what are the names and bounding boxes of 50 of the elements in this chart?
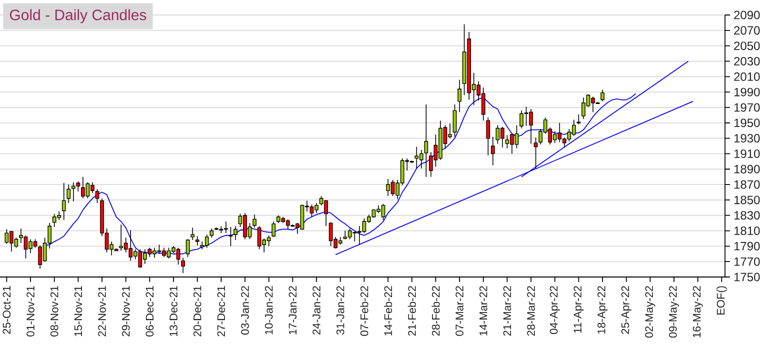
y-tick-label: 1810 (734, 226, 760, 236)
x-tick-label: 18-Apr-22 (598, 286, 608, 334)
y-tick-label: 1950 (734, 118, 760, 128)
x-tick-label: 14-Feb-22 (384, 286, 392, 336)
x-tick-label: 04-Apr-22 (550, 286, 560, 334)
x-tick-label: 29-Nov-21 (122, 286, 130, 336)
x-tick-label: 17-Jan-22 (288, 286, 297, 334)
y-tick-label: 2070 (734, 26, 760, 35)
x-tick-label: 27-Dec-21 (217, 286, 226, 336)
x-tick-label: 11-Apr-22 (574, 286, 584, 333)
x-tick-label: 22-Nov-21 (98, 286, 106, 336)
x-tick-label: 31-Jan-22 (336, 286, 344, 335)
x-tick-label: 06-Dec-21 (146, 286, 154, 336)
y-tick-label: 1850 (734, 196, 760, 204)
y-tick-label: 2030 (734, 56, 760, 66)
x-tick-label: 07-Feb-22 (360, 286, 368, 336)
x-tick-label: 25-Oct-21 (2, 286, 11, 334)
y-tick-label: 1830 (734, 211, 760, 220)
y-tick-label: 1770 (734, 257, 760, 266)
x-tick-label: 08-Nov-21 (50, 286, 58, 336)
x-tick-label: 01-Nov-21 (26, 286, 34, 336)
x-tick-label: 15-Nov-21 (74, 286, 82, 336)
y-tick-label: 1970 (734, 103, 760, 112)
y-tick-label: 1890 (734, 164, 760, 174)
x-tick-label: 20-Dec-21 (193, 286, 202, 336)
y-tick-label: 1930 (734, 134, 760, 143)
x-tick-label: 09-May-22 (669, 286, 679, 338)
y-tick-label: 1910 (734, 149, 760, 158)
x-tick-label: 14-Mar-22 (479, 286, 488, 336)
x-tick-label: 28-Feb-22 (432, 286, 440, 336)
x-tick-label: 24-Jan-22 (312, 286, 320, 335)
x-tick-label: 03-Jan-22 (241, 286, 249, 335)
y-tick-label: 1990 (734, 88, 760, 96)
x-tick-label: 10-Jan-22 (264, 286, 273, 334)
x-tick-label: 13-Dec-21 (170, 286, 178, 336)
x-tick-label: 07-Mar-22 (456, 286, 464, 336)
x-tick-label: 16-May-22 (692, 286, 703, 338)
y-tick-label: 2050 (734, 42, 760, 50)
x-tick-label: 02-May-22 (645, 286, 656, 338)
y-tick-label: 2010 (734, 72, 760, 81)
y-tick-label: 1750 (734, 272, 760, 282)
chart-title: Gold - Daily Candles (10, 9, 146, 24)
x-tick-label: 28-Mar-22 (527, 286, 535, 336)
x-tick-label: EOF() (716, 286, 727, 315)
y-tick-label: 2090 (734, 10, 760, 20)
x-tick-label: 25-Apr-22 (621, 286, 632, 334)
x-tick-label: 21-Mar-22 (503, 286, 512, 336)
y-tick-label: 1790 (734, 242, 760, 250)
y-tick-label: 1870 (734, 180, 760, 189)
x-tick-label: 21-Feb-22 (408, 286, 416, 336)
